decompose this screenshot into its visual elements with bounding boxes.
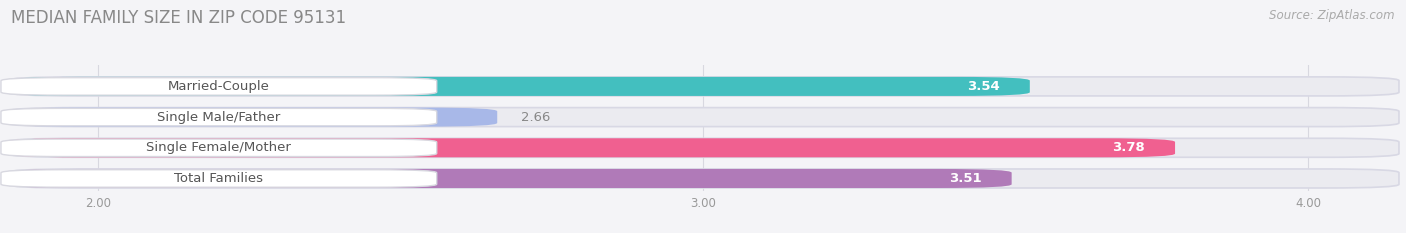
FancyBboxPatch shape	[7, 108, 1399, 127]
FancyBboxPatch shape	[7, 77, 1029, 96]
FancyBboxPatch shape	[7, 138, 1175, 157]
FancyBboxPatch shape	[7, 169, 1012, 188]
FancyBboxPatch shape	[1, 170, 437, 187]
Text: Married-Couple: Married-Couple	[167, 80, 270, 93]
Text: Source: ZipAtlas.com: Source: ZipAtlas.com	[1270, 9, 1395, 22]
FancyBboxPatch shape	[7, 108, 498, 127]
Text: Single Male/Father: Single Male/Father	[157, 111, 280, 123]
Text: Total Families: Total Families	[174, 172, 263, 185]
FancyBboxPatch shape	[7, 138, 1399, 157]
FancyBboxPatch shape	[1, 139, 437, 157]
FancyBboxPatch shape	[7, 169, 1399, 188]
Text: 2.66: 2.66	[522, 111, 551, 123]
FancyBboxPatch shape	[1, 78, 437, 95]
FancyBboxPatch shape	[7, 77, 1399, 96]
Text: Single Female/Mother: Single Female/Mother	[146, 141, 291, 154]
Text: 3.78: 3.78	[1112, 141, 1144, 154]
Text: 3.51: 3.51	[949, 172, 981, 185]
Text: MEDIAN FAMILY SIZE IN ZIP CODE 95131: MEDIAN FAMILY SIZE IN ZIP CODE 95131	[11, 9, 346, 27]
FancyBboxPatch shape	[1, 108, 437, 126]
Text: 3.54: 3.54	[967, 80, 1000, 93]
